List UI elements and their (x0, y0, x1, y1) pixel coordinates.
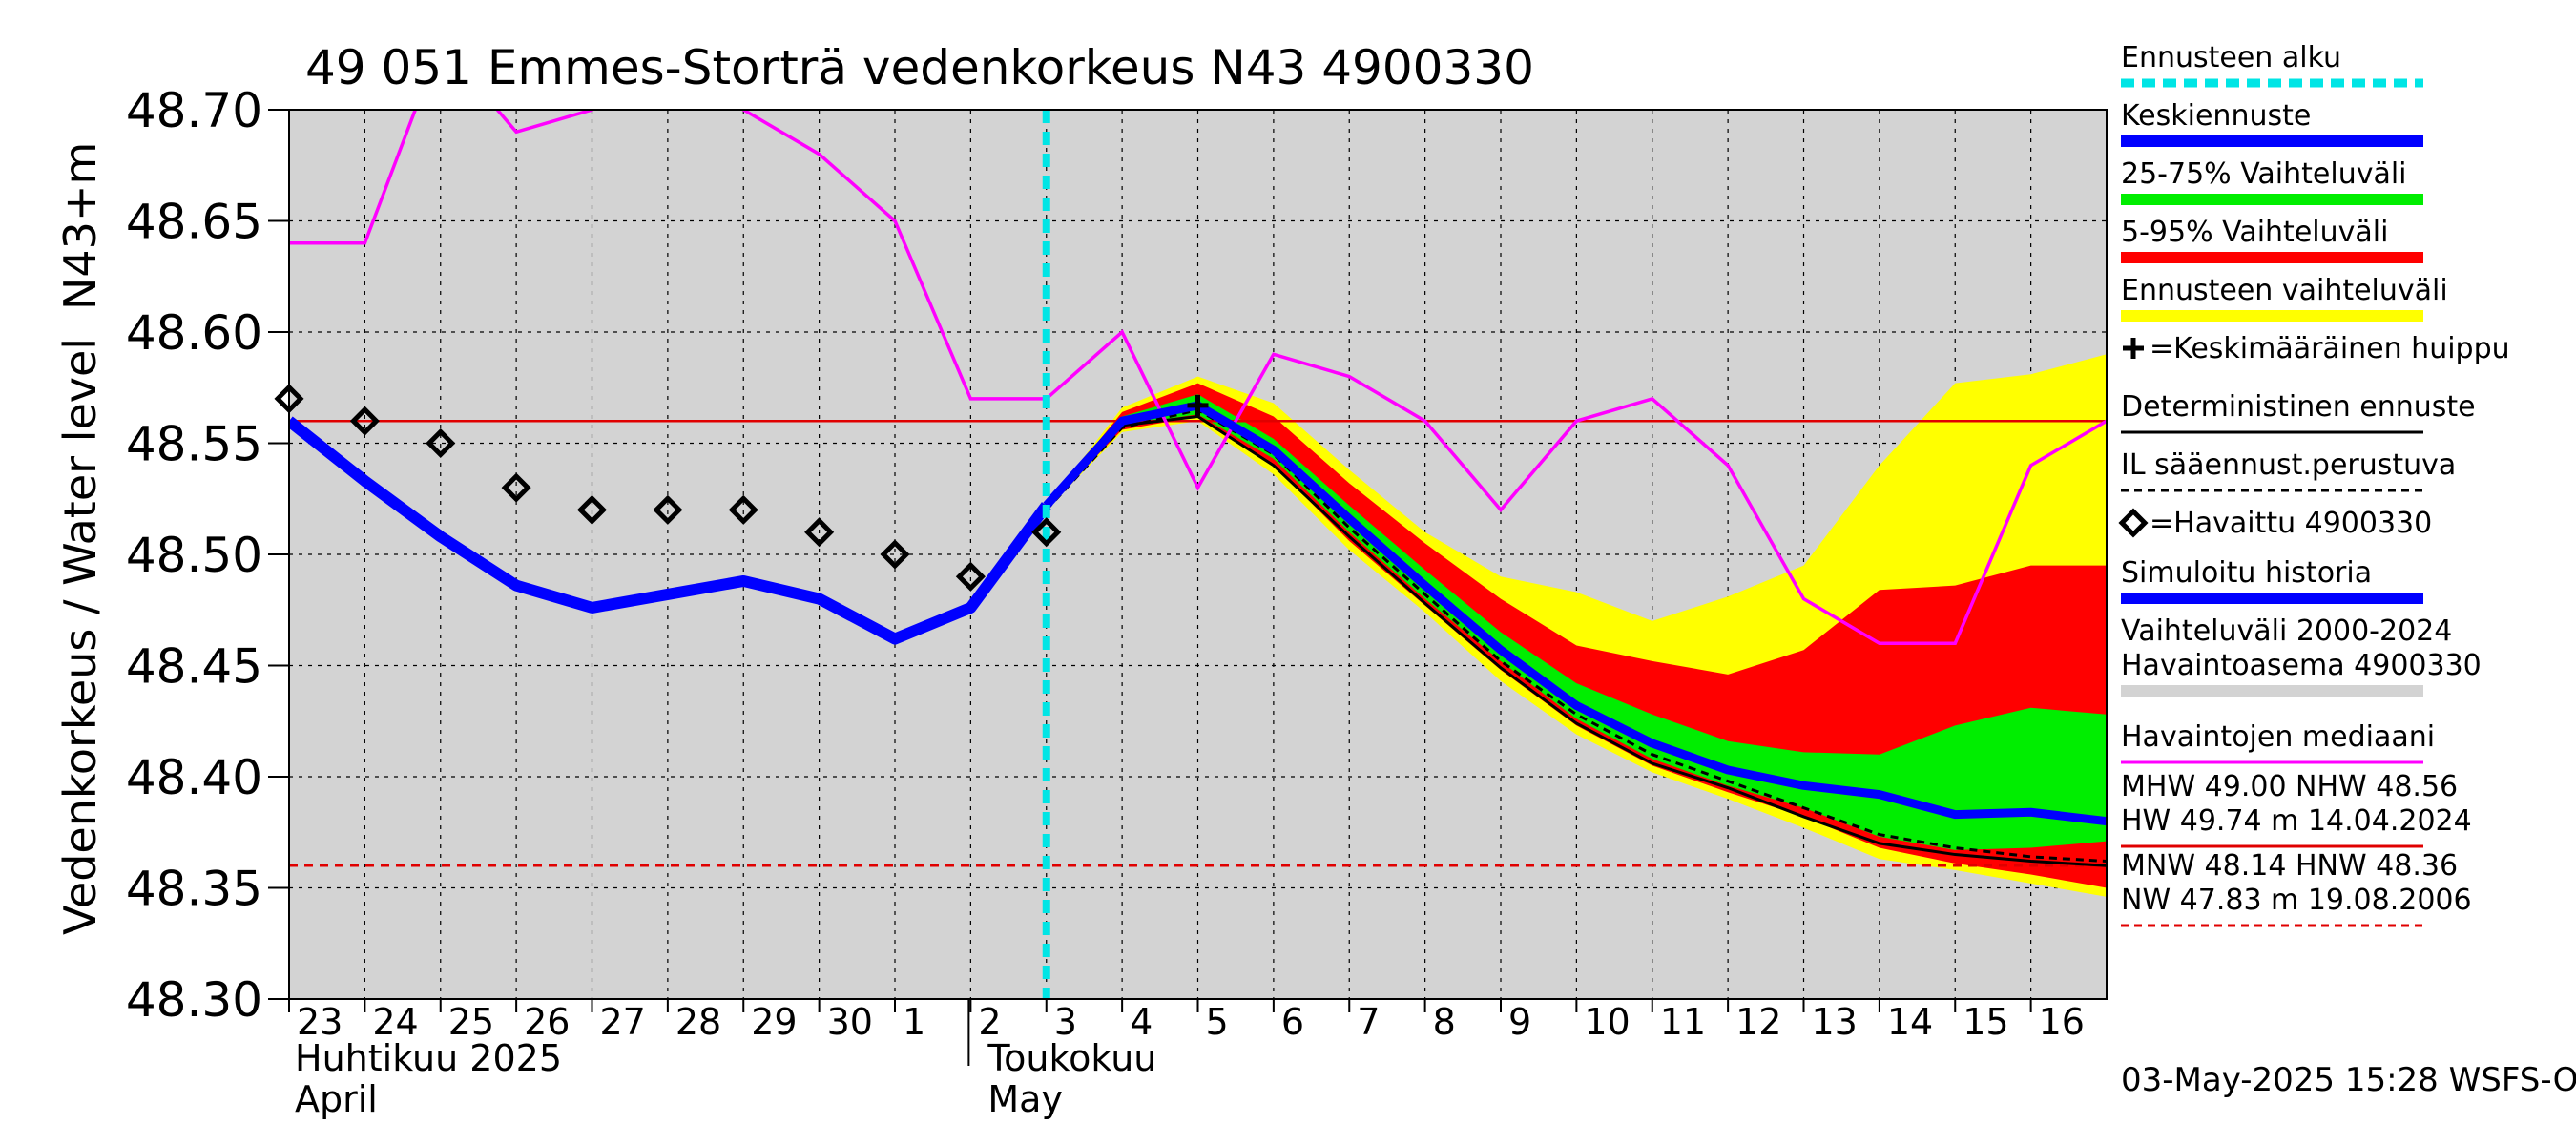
observed-point (426, 427, 456, 459)
x-tick-label: 26 (524, 1001, 570, 1043)
y-tick-label: 48.60 (126, 305, 262, 361)
x-tick-label: 12 (1735, 1001, 1781, 1043)
y-axis-label: Vedenkorkeus / Water level (54, 338, 106, 935)
legend-item: Havaintojen mediaani (2121, 720, 2435, 764)
x-tick-label: 24 (372, 1001, 418, 1043)
axes: 48.30 48.35 48.40 48.45 48.50 48.55 48.60 48.65… (126, 83, 2108, 1120)
legend-label: 5-95% Vaihteluväli (2121, 216, 2388, 249)
x-tick-label: 15 (1963, 1001, 2008, 1043)
month-label-en: April (295, 1078, 378, 1120)
y-tick-label: 48.55 (126, 417, 262, 472)
month-label-en: May (987, 1078, 1063, 1120)
x-tick-label: 6 (1281, 1001, 1304, 1043)
y-tick-label: 48.30 (126, 972, 262, 1028)
x-tick-label: 11 (1660, 1001, 1706, 1043)
y-axis-unit-label: N43+m (54, 142, 106, 310)
observed-point (501, 472, 531, 503)
legend-label: 25-75% Vaihteluväli (2121, 157, 2407, 191)
legend-label: Havaintojen mediaani (2121, 720, 2435, 754)
mean-forecast-line (1043, 401, 2107, 826)
observed-point (653, 494, 683, 525)
legend-diamond-icon (2118, 508, 2149, 538)
legend-label: =Keskimääräinen huippu (2150, 332, 2510, 365)
legend-item: Keskiennuste (2121, 99, 2423, 147)
x-tick-label: 7 (1357, 1001, 1380, 1043)
legend-label: MNW 48.14 HNW 48.36 (2121, 849, 2458, 883)
timestamp: 03-May-2025 15:28 WSFS-O (2121, 1061, 2576, 1099)
x-tick-label: 30 (827, 1001, 873, 1043)
y-tick-label: 48.50 (126, 528, 262, 583)
legend-label: Ennusteen vaihteluväli (2121, 274, 2448, 307)
legend-item: 25-75% Vaihteluväli (2121, 157, 2423, 205)
x-tick-label: 8 (1433, 1001, 1456, 1043)
x-tick-label: 23 (297, 1001, 343, 1043)
x-tick-label: 2 (978, 1001, 1001, 1043)
observed-point (804, 517, 835, 548)
x-tick-label: 28 (675, 1001, 721, 1043)
x-tick-label: 1 (903, 1001, 925, 1043)
legend-label: =Havaittu 4900330 (2150, 507, 2432, 540)
simulated-history-line (289, 416, 1051, 645)
y-tick-label: 48.70 (126, 83, 262, 138)
legend-label: Ennusteen alku (2121, 41, 2341, 74)
legend-item: Vaihteluväli 2000-2024 Havaintoasema 490… (2121, 614, 2482, 697)
legend-label: Vaihteluväli 2000-2024 (2121, 614, 2452, 648)
plot-area (274, 110, 2107, 999)
x-tick-label: 9 (1508, 1001, 1531, 1043)
y-tick-label: 48.35 (126, 862, 262, 917)
x-tick-label: 14 (1887, 1001, 1933, 1043)
x-tick-label: 16 (2039, 1001, 2085, 1043)
y-tick-label: 48.45 (126, 639, 262, 695)
observed-point (880, 539, 910, 570)
legend-item: IL sääennust.perustuva (2121, 448, 2456, 492)
observed-point (728, 494, 758, 525)
x-tick-label: 10 (1584, 1001, 1630, 1043)
legend-label: MHW 49.00 NHW 48.56 (2121, 770, 2458, 803)
legend-item: Ennusteen alku (2121, 41, 2423, 88)
x-tick-label: 13 (1812, 1001, 1858, 1043)
legend-label: Simuloitu historia (2121, 556, 2372, 590)
y-tick-label: 48.65 (126, 195, 262, 250)
median-line (289, 110, 2107, 645)
legend-item: =Havaittu 4900330 (2118, 507, 2432, 540)
deterministic-forecast-line (1045, 414, 2107, 867)
legend-label: Keskiennuste (2121, 99, 2311, 133)
observed-point (955, 561, 986, 592)
legend-item: Deterministinen ennuste (2121, 390, 2476, 434)
observed-point (1031, 517, 1062, 548)
month-label-fi: Toukokuu (987, 1037, 1156, 1079)
legend-item: 5-95% Vaihteluväli (2121, 216, 2423, 263)
legend-plus-icon (2123, 338, 2144, 359)
month-label-fi: Huhtikuu 2025 (295, 1037, 562, 1079)
x-tick-label: 29 (751, 1001, 797, 1043)
legend: Ennusteen alku Keskiennuste 25-75% Vaihtel… (2118, 41, 2510, 927)
legend-label: IL sääennust.perustuva (2121, 448, 2456, 482)
x-tick-label: 3 (1054, 1001, 1077, 1043)
legend-label: Deterministinen ennuste (2121, 390, 2476, 424)
legend-item: Simuloitu historia (2121, 556, 2423, 604)
x-tick-label: 25 (448, 1001, 494, 1043)
average-peak-marker (1187, 394, 1209, 416)
chart-title: 49 051 Emmes-Storträ vedenkorkeus N43 49… (305, 40, 1534, 95)
observed-point (576, 494, 608, 525)
y-tick-label: 48.40 (126, 750, 262, 805)
band-25-75 (1046, 394, 2107, 850)
x-tick-label: 4 (1130, 1001, 1153, 1043)
legend-item: =Keskimääräinen huippu (2123, 332, 2510, 365)
legend-item: Ennusteen vaihteluväli (2121, 274, 2448, 322)
legend-label: Havaintoasema 4900330 (2121, 649, 2482, 682)
x-tick-label: 5 (1206, 1001, 1229, 1043)
x-tick-label: 27 (600, 1001, 646, 1043)
legend-label: NW 47.83 m 19.08.2006 (2121, 884, 2472, 917)
legend-label: HW 49.74 m 14.04.2024 (2121, 804, 2472, 838)
observed-point (349, 406, 380, 436)
plot-content (289, 110, 2107, 999)
